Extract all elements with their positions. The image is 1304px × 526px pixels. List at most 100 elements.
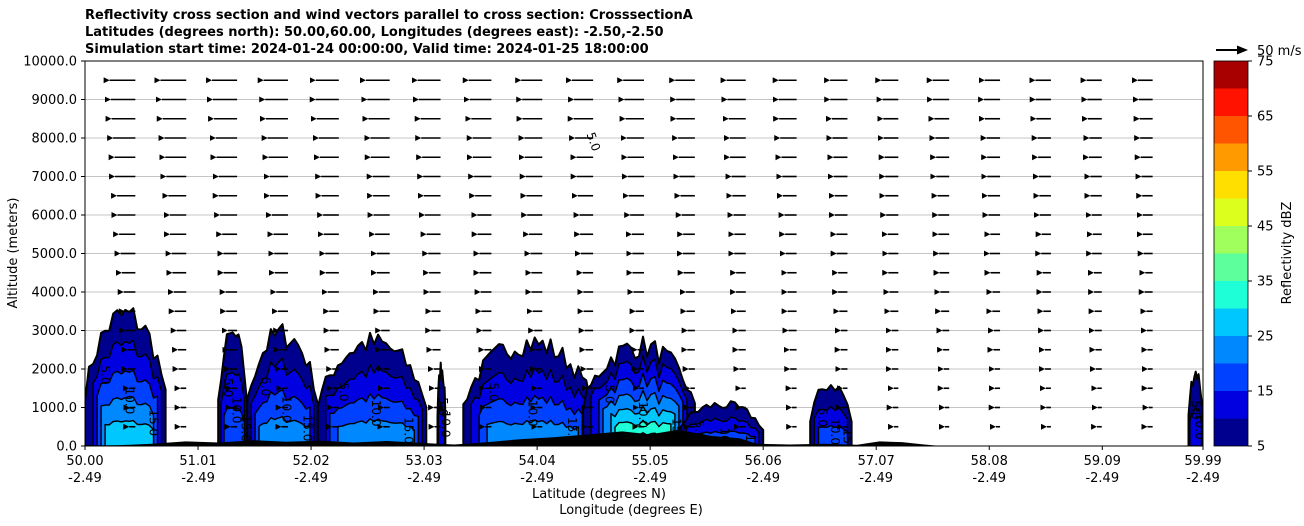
contour-label: 5.0 (602, 385, 616, 404)
chart-title-line-1: Reflectivity cross section and wind vect… (85, 8, 693, 23)
y-tick-label: 6000.0 (32, 209, 78, 224)
contour-label: 15.0 (743, 434, 757, 461)
x-tick-label-lon: -2.49 (520, 471, 554, 486)
terrain-silhouette (85, 429, 1203, 446)
reflectivity-contour-fill (337, 418, 415, 446)
contour-label: 15.0 (565, 417, 579, 444)
contour-label: 10.0 (122, 387, 136, 414)
y-tick-label: 7000.0 (32, 170, 78, 185)
x-tick-label-lat: 50.00 (66, 454, 103, 469)
colorbar-tick-label: 15 (1257, 385, 1274, 400)
colorbar-swatch (1214, 418, 1248, 446)
contour-label: 10.0 (718, 427, 732, 454)
x-tick-label-lon: -2.49 (68, 471, 102, 486)
colorbar-swatch (1214, 336, 1248, 364)
x-tick-label-lon: -2.49 (746, 471, 780, 486)
contour-label: 15.0 (146, 409, 160, 436)
y-tick-label: 10000.0 (23, 55, 77, 70)
x-tick-label-lat: 52.02 (292, 454, 329, 469)
contour-label: 10.0 (1193, 413, 1207, 440)
x-tick-label-lon: -2.49 (972, 471, 1006, 486)
chart-title-line-2: Latitudes (degrees north): 50.00,60.00, … (85, 25, 664, 40)
contour-label: 5.0 (816, 408, 830, 427)
contour-label: 5.0 (584, 130, 604, 153)
y-tick-label: 2000.0 (32, 363, 78, 378)
x-tick-label-lat: 59.99 (1184, 454, 1221, 469)
contour-label: 5.0 (436, 397, 450, 416)
colorbar-tick-label: 65 (1257, 110, 1274, 125)
contour-label: 10.0 (526, 400, 540, 427)
contour-label: 15.0 (402, 417, 416, 444)
reflectivity-contour-fill (104, 419, 155, 446)
y-tick-label: 9000.0 (32, 93, 78, 108)
y-axis: 0.0 1000.0 2000.0 3000.0 4000.0 5000.0 6000.0 7… (23, 55, 85, 455)
contour-label: 5.0 (258, 377, 272, 396)
y-tick-label: 5000.0 (32, 247, 78, 262)
chart-title-line-3: Simulation start time: 2024-01-24 00:00:… (85, 42, 649, 57)
y-tick-label: 0.0 (56, 440, 77, 455)
x-tick-label-lon: -2.49 (1186, 471, 1220, 486)
colorbar-swatch (1214, 226, 1248, 254)
colorbar-swatch (1214, 61, 1248, 89)
contour-label: 5.0 (98, 366, 112, 385)
x-axis: 50.00 -2.49 51.01 -2.49 52.02 -2.49 53.03 -2.49… (66, 446, 1222, 486)
x-tick-label-lat: 53.03 (405, 454, 442, 469)
colorbar-swatch (1214, 116, 1248, 144)
x-tick-label-lon: -2.49 (633, 471, 667, 486)
colorbar-swatch (1214, 143, 1248, 171)
storm-cell (246, 323, 319, 446)
contour-label: 10.0 (828, 418, 842, 445)
reflectivity-contour-fill (817, 424, 849, 446)
colorbar-tick-label: 55 (1257, 165, 1274, 180)
colorbar-swatch (1214, 308, 1248, 336)
x-tick-label-lat: 59.09 (1084, 454, 1121, 469)
contour-label: 10.0 (438, 411, 452, 438)
contour-label: 15.0 (840, 429, 854, 456)
x-axis-label: Latitude (degrees N) (532, 487, 666, 502)
contour-label: 10.0 (230, 397, 244, 424)
x-tick-label-lon: -2.49 (859, 471, 893, 486)
quiver-key-arrowhead-icon (1237, 45, 1248, 55)
colorbar-tick-label: 45 (1257, 220, 1274, 235)
colorbar-swatch (1214, 253, 1248, 281)
storm-cell (436, 361, 447, 446)
terrain (85, 429, 1203, 446)
x-tick-label-lon: -2.49 (294, 471, 328, 486)
colorbar-tick-label: 5 (1257, 440, 1265, 455)
y-tick-label: 8000.0 (32, 132, 78, 147)
quiver-key-label: 50 m/s (1257, 44, 1302, 59)
contour-label: 15.0 (670, 418, 684, 445)
x-tick-label-lon: -2.49 (181, 471, 215, 486)
x-tick-label-lon: -2.49 (1085, 471, 1119, 486)
colorbar-tick-label: 35 (1257, 275, 1274, 290)
contour-label: 5.0 (486, 383, 500, 402)
contour-label: 10.0 (636, 401, 650, 428)
x-axis-label-2: Longitude (degrees E) (559, 503, 703, 518)
reflectivity-fills (85, 307, 1203, 446)
y-tick-label: 4000.0 (32, 286, 78, 301)
x-tick-label-lon: -2.49 (407, 471, 441, 486)
quiver-key: 50 m/s (1216, 44, 1302, 59)
y-axis-label: Altitude (meters) (6, 198, 21, 309)
contour-label: 15.0 (239, 415, 253, 442)
colorbar-label: Reflectivity dBZ (1280, 202, 1295, 305)
storm-cell (809, 384, 853, 446)
x-tick-label-lat: 58.08 (971, 454, 1008, 469)
reflectivity-contour-fill (437, 402, 446, 446)
contour-label: 15.0 (301, 415, 315, 442)
colorbar: 5 15 25 35 45 55 65 75 (1213, 55, 1274, 455)
colorbar-tick-label: 75 (1257, 55, 1274, 70)
contour-label: 10.0 (369, 400, 383, 427)
x-tick-label-lat: 57.07 (858, 454, 895, 469)
storm-cell (316, 331, 428, 446)
contour-label: 5.0 (337, 382, 351, 401)
colorbar-tick-label: 25 (1257, 330, 1274, 345)
colorbar-swatch (1214, 171, 1248, 199)
colorbar-swatch (1214, 281, 1248, 309)
reflectivity-contour-fill (258, 416, 311, 446)
colorbar-swatch (1214, 363, 1248, 391)
x-tick-label-lat: 54.04 (519, 454, 556, 469)
y-tick-label: 3000.0 (32, 324, 78, 339)
contour-label: 5.0 (1188, 400, 1202, 419)
contour-label: 5.0 (692, 421, 706, 440)
